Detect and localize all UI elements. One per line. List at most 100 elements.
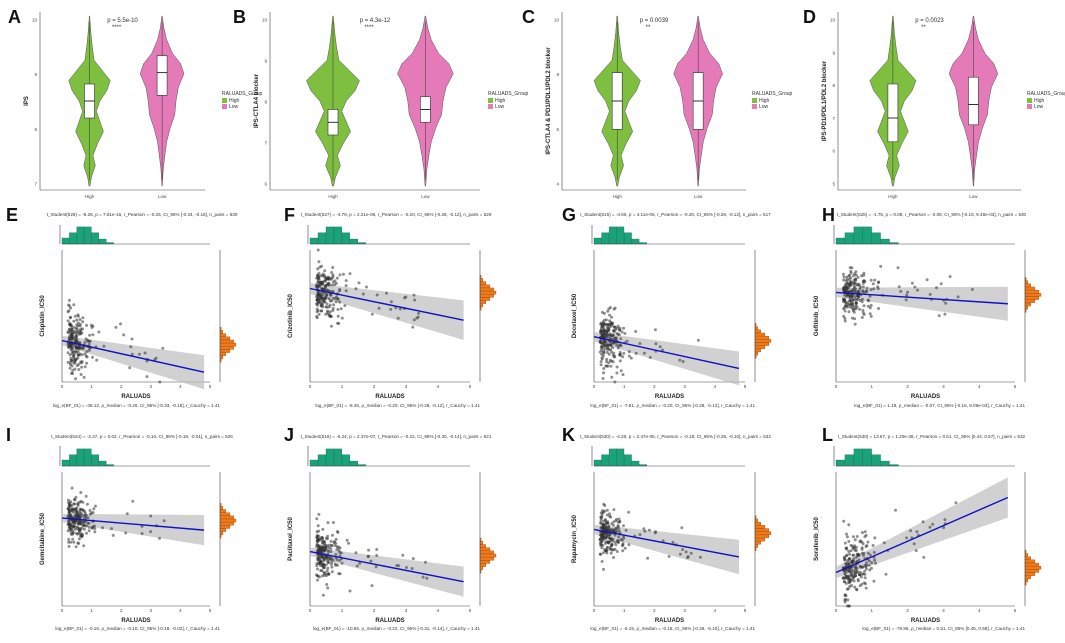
- data-point: [617, 529, 621, 533]
- data-point: [377, 306, 381, 310]
- hist-bar-right: [219, 336, 231, 340]
- marginal-histogram-top: [833, 225, 1015, 245]
- box-iqr: [156, 55, 168, 96]
- data-point: [658, 345, 662, 349]
- data-point: [421, 575, 425, 579]
- data-point: [331, 558, 335, 562]
- x-tick-label: 4: [714, 384, 717, 389]
- data-point: [634, 351, 638, 355]
- data-point: [323, 283, 327, 287]
- data-point: [943, 518, 947, 522]
- hist-bar-right: [754, 339, 772, 343]
- data-point: [678, 552, 682, 556]
- data-point: [617, 517, 621, 521]
- data-point: [612, 520, 616, 524]
- legend-swatch: [488, 98, 493, 103]
- data-point: [332, 541, 336, 545]
- data-point: [75, 515, 79, 519]
- data-point: [332, 303, 336, 307]
- data-point: [385, 291, 388, 295]
- data-point: [605, 508, 609, 512]
- data-point: [323, 279, 327, 283]
- data-point: [72, 303, 76, 307]
- data-point: [860, 531, 864, 535]
- data-point: [614, 328, 617, 332]
- hist-bar: [341, 232, 350, 245]
- x-tick-label: 5: [1014, 608, 1017, 613]
- legend-title: RALUADS_Group: [222, 91, 263, 97]
- data-point: [904, 298, 908, 302]
- data-point: [616, 324, 620, 328]
- y-axis-label: Gefitinib_IC50: [814, 295, 820, 336]
- data-point: [921, 520, 925, 524]
- regression-line: [835, 496, 1009, 574]
- p-value-text: p = 5.5e-10: [107, 18, 138, 24]
- data-point: [599, 511, 603, 515]
- data-point: [863, 569, 867, 573]
- data-point: [74, 335, 78, 339]
- x-tick-label: 1: [341, 384, 344, 389]
- data-point: [853, 280, 857, 284]
- data-point: [334, 281, 338, 285]
- data-point: [149, 530, 153, 534]
- hist-bar-right: [754, 336, 770, 340]
- data-point: [860, 297, 864, 301]
- data-point: [618, 326, 622, 330]
- stat-title: t_Student(528) = -8.26, p = 7.61e-16, r_…: [47, 212, 238, 217]
- x-tick-label: 0: [61, 384, 64, 389]
- marginal-histogram-right: [479, 250, 497, 382]
- hist-bar-right: [219, 509, 226, 513]
- hist-bar: [98, 460, 107, 467]
- data-point: [859, 565, 863, 569]
- data-point: [74, 545, 78, 549]
- data-point: [316, 293, 320, 297]
- data-point: [68, 333, 72, 337]
- data-point: [858, 299, 862, 302]
- data-point: [323, 269, 327, 273]
- data-point: [331, 266, 335, 269]
- data-point: [970, 288, 974, 291]
- y-axis-label: Rapamycin_IC50: [572, 514, 578, 563]
- y-axis-label: IPS-CTLA4 blocker: [254, 73, 260, 128]
- data-point: [860, 546, 864, 550]
- data-point: [841, 272, 845, 276]
- data-point: [316, 248, 320, 252]
- data-point: [332, 521, 335, 524]
- significance-stars: **: [921, 25, 926, 31]
- hist-bar: [84, 448, 92, 467]
- data-point: [653, 328, 657, 332]
- data-point: [75, 318, 79, 322]
- data-point: [874, 561, 877, 565]
- data-point: [67, 537, 71, 541]
- data-point: [88, 512, 92, 516]
- data-point: [119, 322, 122, 326]
- data-point: [68, 501, 72, 505]
- data-point: [863, 572, 867, 576]
- marginal-histogram-top: [307, 225, 470, 245]
- x-tick-label: 2: [653, 608, 656, 613]
- data-point: [620, 330, 624, 334]
- legend-swatch: [1027, 104, 1032, 109]
- x-tick-label: 2: [373, 384, 376, 389]
- x-tick-label: 4: [437, 608, 440, 613]
- data-point: [609, 544, 613, 548]
- data-point: [605, 513, 609, 517]
- data-point: [77, 537, 81, 541]
- data-point: [871, 544, 875, 547]
- data-point: [337, 322, 341, 325]
- data-point: [367, 554, 370, 558]
- hist-bar-right: [1024, 566, 1042, 570]
- x-tick-label: 1: [341, 608, 344, 613]
- data-point: [601, 377, 605, 380]
- data-point: [610, 528, 614, 532]
- data-point: [140, 524, 144, 528]
- significance-stars: **: [646, 25, 651, 31]
- data-point: [326, 557, 330, 561]
- box-iqr: [968, 76, 979, 126]
- x-tick-label: 1: [871, 608, 874, 613]
- data-point: [365, 285, 368, 289]
- data-point: [68, 525, 72, 529]
- data-point: [648, 356, 652, 359]
